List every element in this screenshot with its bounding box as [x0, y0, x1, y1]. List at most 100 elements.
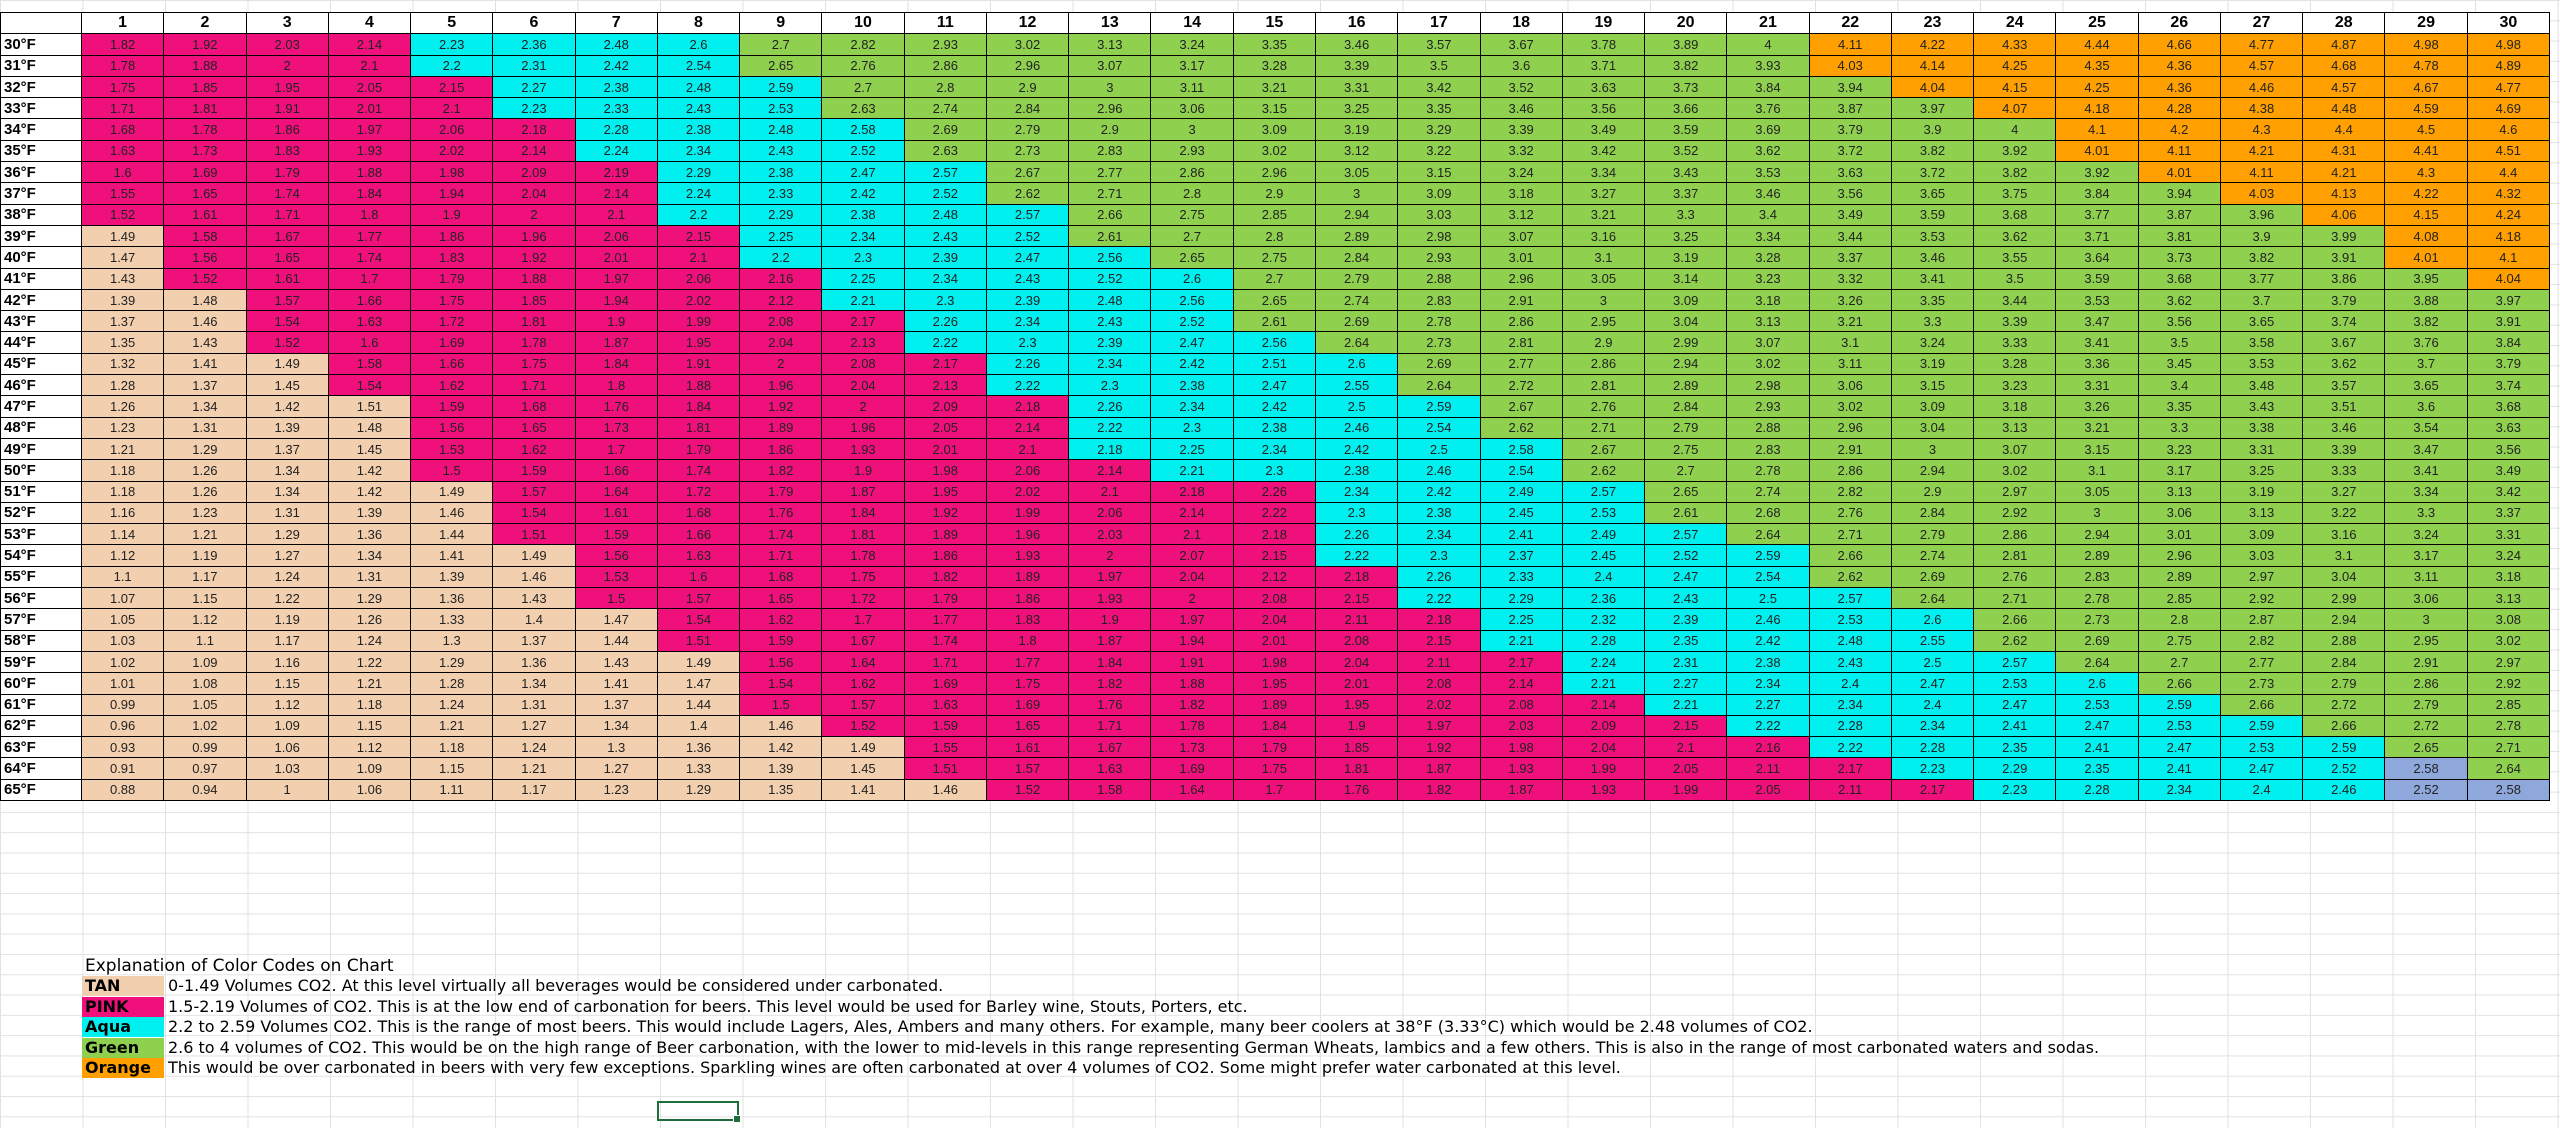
co2-volume-cell[interactable]: 1.55	[80, 182, 165, 205]
co2-volume-cell[interactable]: 2.43	[739, 139, 823, 163]
co2-volume-cell[interactable]: 1.56	[410, 416, 494, 439]
co2-volume-cell[interactable]: 1.61	[985, 736, 1070, 759]
row-header-temperature[interactable]: 48°F	[0, 416, 82, 439]
co2-volume-cell[interactable]: 2.94	[1644, 352, 1728, 376]
row-header-temperature[interactable]: 58°F	[0, 629, 82, 652]
co2-volume-cell[interactable]: 2.8	[1232, 224, 1316, 248]
co2-volume-cell[interactable]: 1.78	[80, 54, 165, 77]
co2-volume-cell[interactable]: 2.21	[1479, 629, 1563, 652]
co2-volume-cell[interactable]: 3.71	[1561, 54, 1646, 77]
co2-volume-cell[interactable]: 3.59	[2055, 267, 2139, 290]
co2-volume-cell[interactable]: 2.86	[2384, 672, 2468, 695]
co2-volume-cell[interactable]: 2.25	[1150, 437, 1234, 461]
co2-volume-cell[interactable]: 2.46	[2302, 778, 2386, 801]
co2-volume-cell[interactable]: 2.74	[1890, 544, 1975, 567]
co2-volume-cell[interactable]: 3.17	[1150, 54, 1234, 77]
column-header[interactable]: 4	[327, 11, 412, 35]
column-header[interactable]: 17	[1397, 11, 1481, 35]
co2-volume-cell[interactable]: 2.21	[821, 288, 905, 312]
co2-volume-cell[interactable]: 4.22	[2384, 182, 2468, 205]
co2-volume-cell[interactable]: 2.4	[1890, 693, 1975, 716]
co2-volume-cell[interactable]: 2.52	[1644, 544, 1728, 567]
co2-volume-cell[interactable]: 1.63	[80, 139, 165, 163]
co2-volume-cell[interactable]: 1.23	[574, 778, 658, 801]
co2-volume-cell[interactable]: 3.31	[2219, 437, 2304, 461]
co2-volume-cell[interactable]: 3.39	[1479, 118, 1563, 141]
co2-volume-cell[interactable]: 3.46	[1479, 97, 1563, 120]
co2-volume-cell[interactable]: 2.92	[2219, 587, 2304, 610]
co2-volume-cell[interactable]: 1.95	[245, 75, 329, 99]
co2-volume-cell[interactable]: 2.18	[1068, 437, 1152, 461]
co2-volume-cell[interactable]: 3.06	[1808, 374, 1892, 397]
co2-volume-cell[interactable]: 2.42	[1726, 629, 1810, 652]
co2-volume-cell[interactable]: 3.18	[1973, 395, 2057, 418]
co2-volume-cell[interactable]: 1.27	[245, 544, 329, 567]
co2-volume-cell[interactable]: 1.49	[492, 544, 576, 567]
co2-volume-cell[interactable]: 3.09	[1232, 118, 1316, 141]
co2-volume-cell[interactable]: 3.51	[2302, 395, 2386, 418]
legend-description[interactable]: 0-1.49 Volumes CO2. At this level virtua…	[168, 976, 944, 995]
co2-volume-cell[interactable]: 3.73	[2137, 246, 2221, 269]
co2-volume-cell[interactable]: 3.19	[1644, 246, 1728, 269]
co2-volume-cell[interactable]: 2.06	[574, 224, 658, 248]
co2-volume-cell[interactable]: 3.19	[1890, 352, 1975, 376]
co2-volume-cell[interactable]: 2.4	[1808, 672, 1892, 695]
column-header[interactable]: 21	[1726, 11, 1810, 35]
co2-volume-cell[interactable]: 1.28	[410, 672, 494, 695]
co2-volume-cell[interactable]: 1.62	[821, 672, 905, 695]
co2-volume-cell[interactable]: 2.87	[2219, 608, 2304, 631]
co2-volume-cell[interactable]: 4.69	[2466, 97, 2550, 120]
co2-volume-cell[interactable]: 1.93	[821, 437, 905, 461]
co2-volume-cell[interactable]: 3.7	[2219, 288, 2304, 312]
co2-volume-cell[interactable]: 2.95	[2384, 629, 2468, 652]
co2-volume-cell[interactable]: 3.47	[2055, 310, 2139, 333]
column-header[interactable]: 14	[1150, 11, 1234, 35]
co2-volume-cell[interactable]: 3.24	[1479, 161, 1563, 184]
co2-volume-cell[interactable]: 2.86	[1561, 352, 1646, 376]
co2-volume-cell[interactable]: 2.62	[1973, 629, 2057, 652]
co2-volume-cell[interactable]: 3.22	[2302, 501, 2386, 525]
co2-volume-cell[interactable]: 0.88	[80, 778, 165, 801]
co2-volume-cell[interactable]: 2.76	[1808, 501, 1892, 525]
co2-volume-cell[interactable]: 3.79	[1808, 118, 1892, 141]
co2-volume-cell[interactable]: 2.47	[1150, 331, 1234, 354]
co2-volume-cell[interactable]: 3.28	[1973, 352, 2057, 376]
co2-volume-cell[interactable]: 4.18	[2466, 224, 2550, 248]
co2-volume-cell[interactable]: 1.22	[245, 587, 329, 610]
co2-volume-cell[interactable]: 4.24	[2466, 203, 2550, 226]
co2-volume-cell[interactable]: 1.43	[492, 587, 576, 610]
co2-volume-cell[interactable]: 2.18	[1150, 480, 1234, 503]
co2-volume-cell[interactable]: 1.51	[656, 629, 741, 652]
co2-volume-cell[interactable]: 1.35	[739, 778, 823, 801]
co2-volume-cell[interactable]: 1.52	[80, 203, 165, 226]
co2-volume-cell[interactable]: 2.84	[1890, 501, 1975, 525]
co2-volume-cell[interactable]: 2.56	[1068, 246, 1152, 269]
co2-volume-cell[interactable]: 2.89	[2055, 544, 2139, 567]
co2-volume-cell[interactable]: 2.32	[1561, 608, 1646, 631]
co2-volume-cell[interactable]: 2.34	[1232, 437, 1316, 461]
co2-volume-cell[interactable]: 2.43	[1644, 587, 1728, 610]
co2-volume-cell[interactable]: 1.68	[656, 501, 741, 525]
co2-volume-cell[interactable]: 2.26	[1068, 395, 1152, 418]
co2-volume-cell[interactable]: 2.78	[2466, 714, 2550, 738]
co2-volume-cell[interactable]: 3.39	[1973, 310, 2057, 333]
co2-volume-cell[interactable]: 2.91	[2384, 650, 2468, 674]
co2-volume-cell[interactable]: 2.71	[1973, 587, 2057, 610]
co2-volume-cell[interactable]: 2.53	[2055, 693, 2139, 716]
co2-volume-cell[interactable]: 2.58	[2384, 757, 2468, 780]
co2-volume-cell[interactable]: 1.24	[245, 565, 329, 589]
co2-volume-cell[interactable]: 1.78	[1150, 714, 1234, 738]
co2-volume-cell[interactable]: 1.78	[821, 544, 905, 567]
row-header-temperature[interactable]: 65°F	[0, 778, 82, 801]
co2-volume-cell[interactable]: 3.69	[1726, 118, 1810, 141]
co2-volume-cell[interactable]: 3.52	[1479, 75, 1563, 99]
co2-volume-cell[interactable]: 2.1	[1644, 736, 1728, 759]
co2-volume-cell[interactable]: 2.75	[1232, 246, 1316, 269]
co2-volume-cell[interactable]: 1.23	[163, 501, 247, 525]
co2-volume-cell[interactable]: 1.82	[80, 33, 165, 56]
co2-volume-cell[interactable]: 2.71	[1068, 182, 1152, 205]
co2-volume-cell[interactable]: 3.26	[2055, 395, 2139, 418]
co2-volume-cell[interactable]: 1.3	[574, 736, 658, 759]
co2-volume-cell[interactable]: 2.22	[1068, 416, 1152, 439]
co2-volume-cell[interactable]: 2.57	[1973, 650, 2057, 674]
